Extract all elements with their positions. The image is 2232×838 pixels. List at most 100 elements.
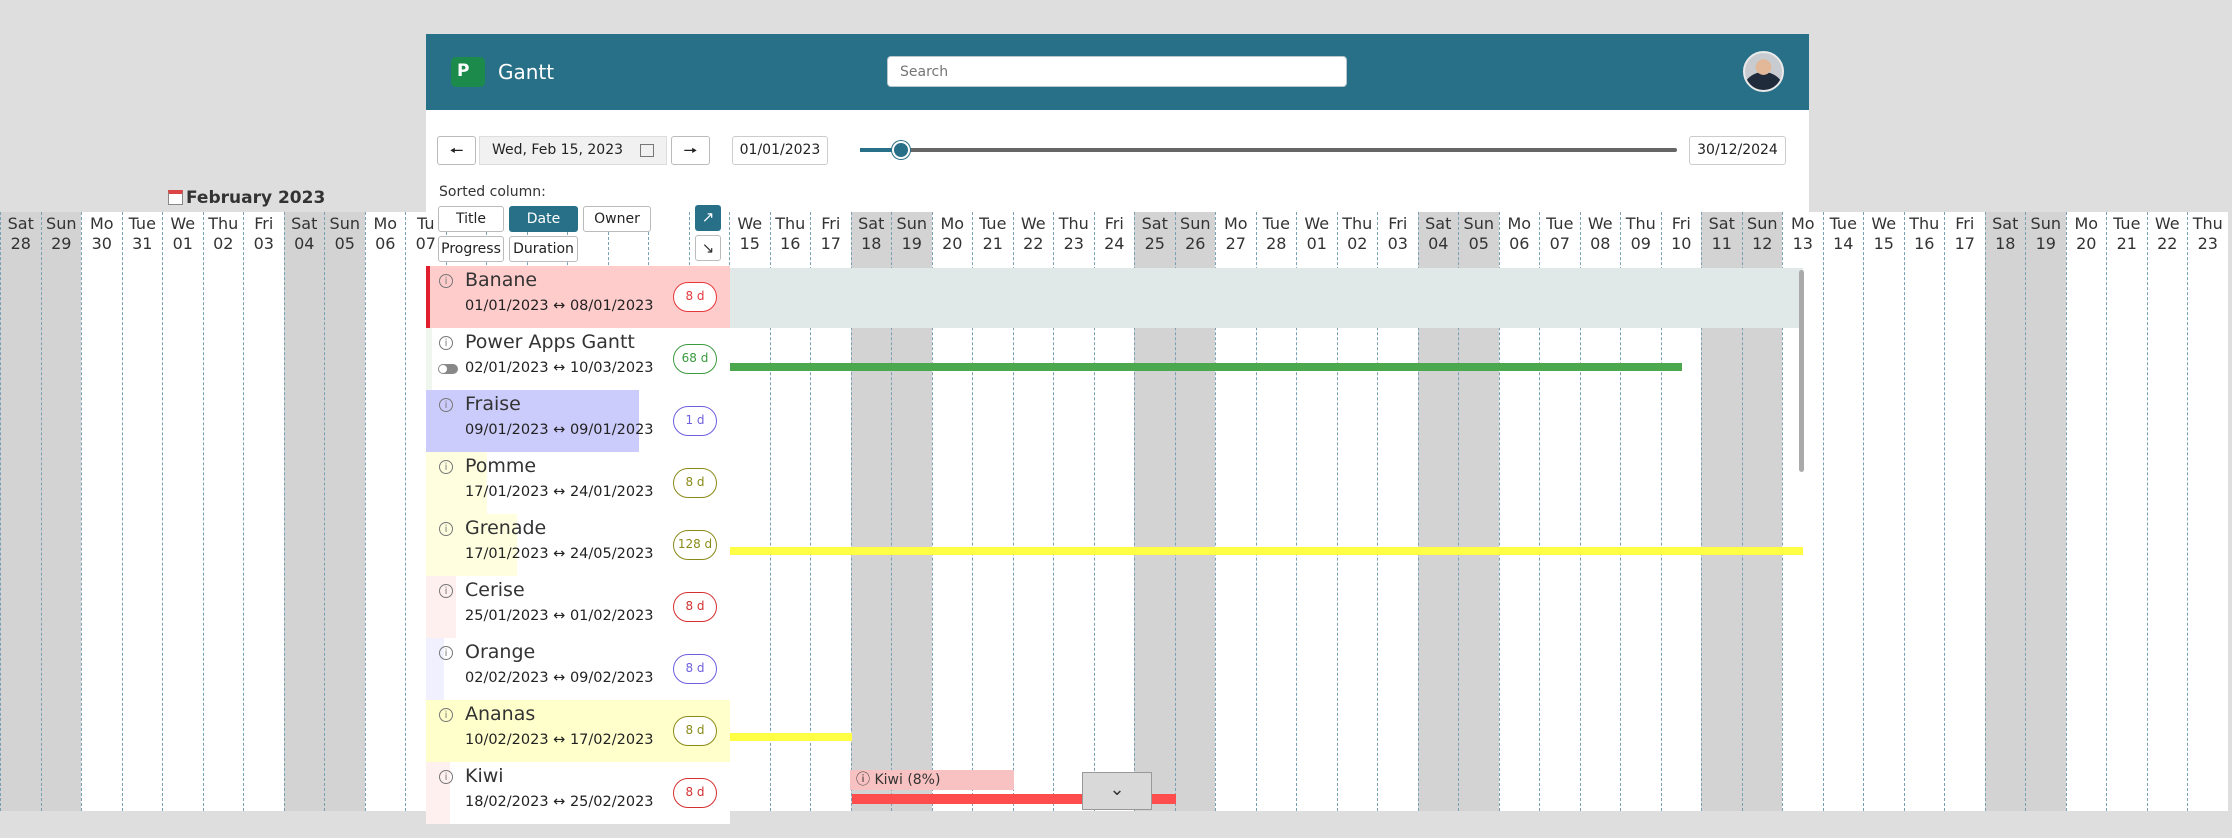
info-icon[interactable]: i (439, 770, 453, 784)
day-number: 08 (1590, 234, 1611, 253)
day-header: Sun 05 (1459, 212, 1499, 254)
day-number: 06 (1509, 234, 1530, 253)
info-icon[interactable]: i (439, 522, 453, 536)
kiwi-bar-label[interactable]: ⓘ Kiwi (8%) (850, 770, 1014, 790)
info-icon[interactable]: i (439, 646, 453, 660)
day-header: Fri 10 (1662, 212, 1702, 254)
app-title: Gantt (498, 60, 555, 84)
day-label: Mo (1790, 214, 1815, 233)
task-row[interactable]: i Cerise 25/01/2023 ↔ 01/02/2023 8 d (426, 576, 730, 638)
sort-progress-button[interactable]: Progress (438, 236, 504, 262)
info-icon[interactable]: i (439, 584, 453, 598)
day-number: 29 (51, 234, 72, 253)
info-icon[interactable]: i (439, 708, 453, 722)
info-icon[interactable]: i (439, 398, 453, 412)
day-header: Sun 19 (892, 212, 932, 254)
day-number: 31 (132, 234, 153, 253)
task-row[interactable]: i Banane 01/01/2023 ↔ 08/01/2023 8 d (426, 266, 730, 328)
day-label: Tue (1262, 214, 1290, 233)
user-avatar[interactable] (1743, 51, 1784, 92)
sort-duration-button[interactable]: Duration (509, 236, 578, 262)
day-label: Tue (1546, 214, 1574, 233)
sort-owner-button[interactable]: Owner (583, 206, 651, 232)
search-input[interactable] (887, 56, 1347, 87)
current-date-value: Wed, Feb 15, 2023 (492, 142, 624, 158)
task-row[interactable]: i Pomme 17/01/2023 ↔ 24/01/2023 8 d (426, 452, 730, 514)
day-number: 13 (1792, 234, 1813, 253)
range-start-field[interactable]: 01/01/2023 (732, 136, 828, 165)
task-dates: 17/01/2023 ↔ 24/05/2023 (465, 546, 654, 562)
day-label: Fri (1104, 214, 1124, 233)
power-apps-logo-icon: P (451, 57, 485, 87)
task-bar[interactable] (730, 268, 1804, 328)
day-number: 23 (1063, 234, 1084, 253)
info-icon[interactable]: i (439, 336, 453, 350)
day-number: 18 (861, 234, 882, 253)
sort-title-button[interactable]: Title (438, 206, 504, 232)
day-label: Sat (1992, 214, 2019, 233)
task-row[interactable]: i Power Apps Gantt 02/01/2023 ↔ 10/03/2023… (426, 328, 730, 390)
task-dates: 10/02/2023 ↔ 17/02/2023 (465, 732, 654, 748)
expand-icon[interactable]: ↗ (695, 205, 721, 231)
day-number: 22 (2157, 234, 2178, 253)
sorted-column-label: Sorted column: (439, 184, 546, 200)
task-bar[interactable] (851, 794, 1176, 804)
task-row[interactable]: i Orange 02/02/2023 ↔ 09/02/2023 8 d (426, 638, 730, 700)
day-header: Mo 06 (1500, 212, 1540, 254)
day-header (649, 212, 689, 214)
task-row[interactable]: i Grenade 17/01/2023 ↔ 24/05/2023 128 d (426, 514, 730, 576)
timeline-slider-thumb[interactable] (891, 141, 910, 159)
task-row[interactable]: i Fraise 09/01/2023 ↔ 09/01/2023 1 d (426, 390, 730, 452)
day-label: Sun (1747, 214, 1778, 233)
next-period-button[interactable]: 🠖 (671, 136, 710, 165)
day-header: We 01 (163, 212, 203, 254)
day-column: Fri 17 (1944, 212, 1985, 811)
toggle-switch[interactable] (438, 364, 458, 374)
day-number: 04 (294, 234, 315, 253)
day-label: Fri (1955, 214, 1975, 233)
day-number: 02 (1347, 234, 1368, 253)
collapse-icon[interactable]: ↘ (695, 235, 721, 261)
day-label: Thu (208, 214, 239, 233)
day-label: Sun (896, 214, 927, 233)
scroll-down-chevron-icon[interactable]: ⌄ (1082, 772, 1152, 810)
day-header: Tue 31 (123, 212, 163, 254)
day-number: 10 (1671, 234, 1692, 253)
task-list-scrollbar[interactable] (1799, 270, 1804, 472)
day-label: Mo (2074, 214, 2099, 233)
day-header: Mo 30 (82, 212, 122, 254)
info-icon[interactable]: i (439, 274, 453, 288)
duration-badge: 8 d (673, 654, 717, 684)
range-end-field[interactable]: 30/12/2024 (1689, 136, 1786, 165)
day-header: Mo 20 (2067, 212, 2107, 254)
day-header: Fri 03 (244, 212, 284, 254)
day-header: We 15 (1864, 212, 1904, 254)
task-row[interactable]: i Kiwi 18/02/2023 ↔ 25/02/2023 8 d (426, 762, 730, 824)
day-number: 24 (1104, 234, 1125, 253)
day-label: Sun (2030, 214, 2061, 233)
month-label-text: February 2023 (186, 188, 326, 208)
day-number: 09 (1630, 234, 1651, 253)
day-number: 30 (91, 234, 112, 253)
calendar-icon (640, 144, 654, 157)
day-label: Thu (1625, 214, 1656, 233)
day-label: Sat (7, 214, 34, 233)
day-number: 17 (1954, 234, 1975, 253)
duration-badge: 8 d (673, 778, 717, 808)
day-column: Tue 14 (1822, 212, 1863, 811)
timeline-slider-track[interactable] (860, 148, 1677, 152)
task-bar[interactable] (730, 363, 1682, 371)
prev-period-button[interactable]: 🠔 (437, 136, 476, 165)
current-date-picker[interactable]: Wed, Feb 15, 2023 (479, 136, 667, 165)
task-bar[interactable] (730, 733, 852, 741)
day-number: 17 (820, 234, 841, 253)
day-label: We (737, 214, 763, 233)
day-header: Tu 07 (406, 212, 446, 254)
sort-date-button[interactable]: Date (509, 206, 578, 232)
day-column: Sun 05 (324, 212, 365, 811)
task-row[interactable]: i Ananas 10/02/2023 ↔ 17/02/2023 8 d (426, 700, 730, 762)
task-bar[interactable] (730, 547, 1804, 555)
day-header: Mo 13 (1783, 212, 1823, 254)
info-icon[interactable]: i (439, 460, 453, 474)
task-dates: 09/01/2023 ↔ 09/01/2023 (465, 422, 654, 438)
